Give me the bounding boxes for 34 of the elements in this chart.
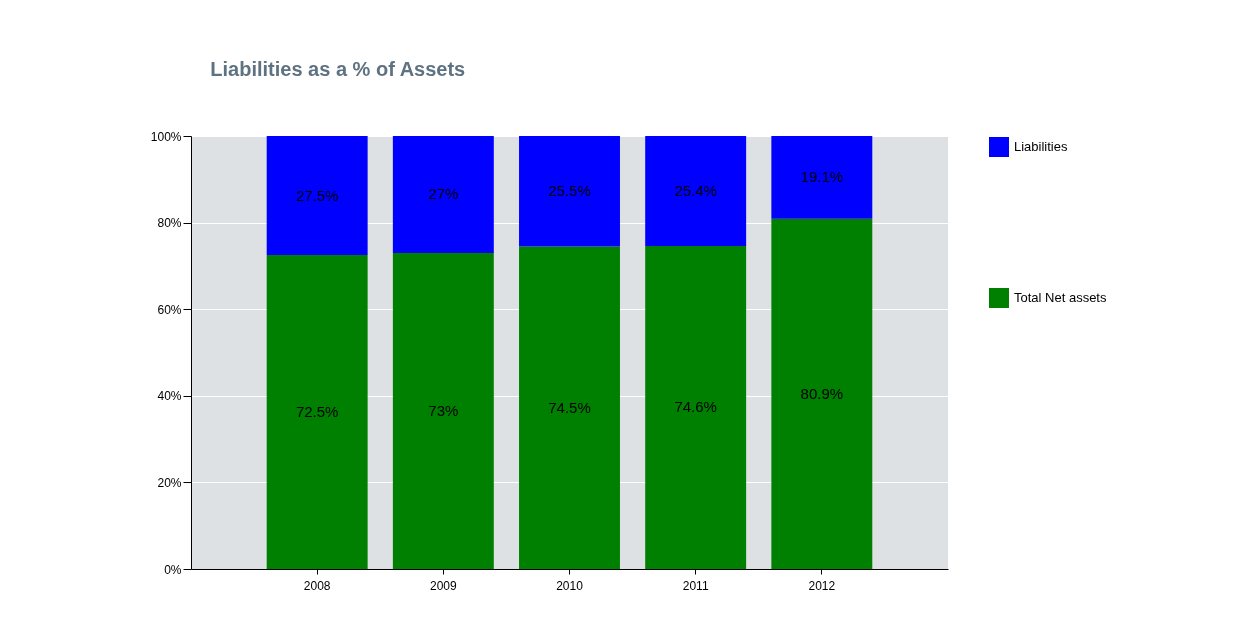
data-label: 19.1% [800, 168, 844, 186]
x-tick-label: 2010 [556, 578, 584, 593]
bar [519, 136, 620, 247]
data-label: 27% [428, 185, 459, 203]
y-tick-label: 100% [150, 129, 182, 144]
y-tick-label: 80% [157, 216, 182, 231]
data-label: 25.4% [674, 181, 717, 199]
data-label: 80.9% [800, 384, 844, 402]
data-label: 74.6% [674, 398, 717, 416]
y-tick-label: 60% [157, 302, 182, 317]
chart-title: Liabilities as a % of Assets [210, 58, 466, 80]
bar [392, 252, 494, 569]
bar [645, 136, 747, 246]
bar [266, 255, 368, 569]
legend-label: Total Net assets [1014, 290, 1107, 305]
y-tick-label: 20% [157, 475, 182, 490]
data-label: 27.5% [295, 186, 339, 204]
data-label: 72.5% [295, 403, 339, 421]
bar [392, 136, 494, 253]
y-tick-label: 0% [164, 562, 182, 577]
x-tick-label: 2009 [429, 578, 457, 593]
bar [771, 218, 873, 569]
bar [771, 136, 873, 219]
bar [266, 136, 368, 256]
x-tick-label: 2008 [303, 578, 331, 593]
legend-label: Liabilities [1014, 139, 1068, 154]
bar [645, 245, 747, 569]
bar [519, 246, 620, 569]
data-label: 25.5% [548, 182, 591, 200]
x-tick-label: 2012 [808, 578, 836, 593]
y-tick-label: 40% [157, 389, 182, 404]
data-label: 73% [428, 401, 459, 419]
x-tick-label: 2011 [682, 578, 709, 593]
data-label: 74.5% [548, 398, 591, 416]
